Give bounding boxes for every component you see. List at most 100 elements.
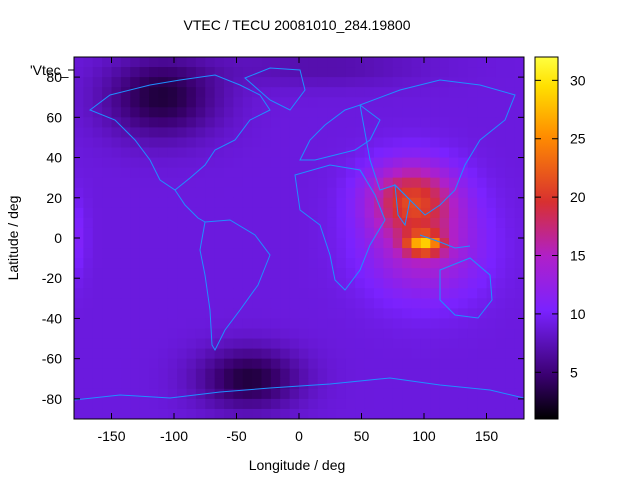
heatmap-cell [120, 318, 131, 329]
heatmap-cell [299, 388, 309, 400]
heatmap-cell [111, 217, 122, 229]
heatmap-cell [280, 147, 291, 159]
heatmap-cell [308, 408, 319, 419]
heatmap-cell [224, 187, 234, 199]
heatmap-cell [317, 137, 328, 148]
heatmap-cell [92, 368, 103, 380]
heatmap-cell [261, 278, 272, 289]
heatmap-cell [280, 177, 291, 189]
heatmap-cell [355, 227, 366, 239]
heatmap-cell [317, 167, 328, 179]
heatmap-cell [111, 157, 122, 169]
heatmap-cell [177, 288, 187, 299]
heatmap-cell [327, 97, 337, 108]
heatmap-cell [308, 328, 319, 340]
heatmap-cell [177, 368, 187, 380]
heatmap-cell [233, 157, 244, 169]
heatmap-cell [505, 248, 516, 259]
heatmap-cell [186, 268, 197, 279]
heatmap-cell [308, 157, 319, 169]
heatmap-cell [130, 137, 141, 148]
heatmap-cell [111, 187, 122, 199]
heatmap-cell [505, 147, 516, 159]
colorbar-tick-label: 25 [570, 131, 586, 147]
heatmap-cell [186, 97, 197, 108]
heatmap-cell [327, 117, 337, 128]
heatmap-cell [120, 328, 131, 340]
heatmap-cell [205, 348, 216, 360]
heatmap-cell [327, 368, 337, 380]
heatmap-cell [92, 388, 103, 400]
heatmap-cell [214, 167, 225, 179]
heatmap-cell [392, 338, 403, 350]
heatmap-cell [83, 328, 94, 340]
heatmap-cell [439, 238, 450, 249]
heatmap-cell [336, 67, 347, 78]
heatmap-cell [458, 328, 469, 340]
heatmap-cell [186, 177, 197, 189]
heatmap-cell [345, 217, 356, 229]
heatmap-cell [411, 167, 422, 179]
heatmap-cell [214, 177, 225, 189]
heatmap-cell [505, 398, 516, 410]
heatmap-cell [477, 197, 487, 209]
heatmap-cell [224, 97, 234, 108]
heatmap-cell [83, 217, 94, 229]
heatmap-cell [270, 197, 281, 209]
heatmap-cell [74, 358, 84, 370]
heatmap-cell [430, 298, 441, 309]
heatmap-cell [467, 217, 478, 229]
heatmap-cell [355, 117, 366, 128]
heatmap-cell [308, 67, 319, 78]
heatmap-cell [242, 107, 253, 118]
heatmap-cell [477, 147, 487, 159]
heatmap-cell [130, 57, 141, 68]
heatmap-cell [345, 77, 356, 88]
heatmap-cell [102, 147, 112, 159]
heatmap-cell [167, 177, 178, 189]
heatmap-cell [205, 167, 216, 179]
heatmap-cell [224, 358, 234, 370]
heatmap-cell [449, 398, 459, 410]
heatmap-cell [467, 107, 478, 118]
heatmap-cell [364, 187, 375, 199]
heatmap-cell [458, 248, 469, 259]
heatmap-cell [495, 147, 506, 159]
heatmap-cell [139, 338, 150, 350]
heatmap-cell [139, 87, 150, 98]
heatmap-cell [111, 358, 122, 370]
heatmap-cell [299, 298, 309, 309]
heatmap-cell [392, 67, 403, 78]
heatmap-cell [252, 268, 262, 279]
heatmap-cell [420, 157, 431, 169]
heatmap-cell [92, 167, 103, 179]
x-tick-label: 50 [354, 428, 370, 444]
heatmap-cell [177, 147, 187, 159]
heatmap-cell [449, 278, 459, 289]
heatmap-cell [308, 227, 319, 239]
heatmap-cell [74, 328, 84, 340]
heatmap-cell [102, 87, 112, 98]
heatmap-cell [495, 67, 506, 78]
heatmap-cell [299, 227, 309, 239]
heatmap-cell [317, 217, 328, 229]
heatmap-cell [167, 77, 178, 88]
heatmap-cell [270, 288, 281, 299]
heatmap-cell [317, 187, 328, 199]
heatmap-cell [280, 358, 291, 370]
heatmap-cell [467, 177, 478, 189]
heatmap-cell [439, 197, 450, 209]
coastline-central-america [174, 189, 206, 223]
heatmap-cell [430, 187, 441, 199]
heatmap-cell [392, 137, 403, 148]
heatmap-cell [345, 157, 356, 169]
heatmap-cell [139, 318, 150, 329]
heatmap-cell [383, 177, 394, 189]
heatmap-cell [355, 187, 366, 199]
heatmap-cell [83, 57, 94, 68]
heatmap-cell [345, 278, 356, 289]
heatmap-cell [383, 217, 394, 229]
heatmap-cell [195, 167, 206, 179]
heatmap-cell [149, 57, 159, 68]
heatmap-cell [374, 408, 384, 419]
